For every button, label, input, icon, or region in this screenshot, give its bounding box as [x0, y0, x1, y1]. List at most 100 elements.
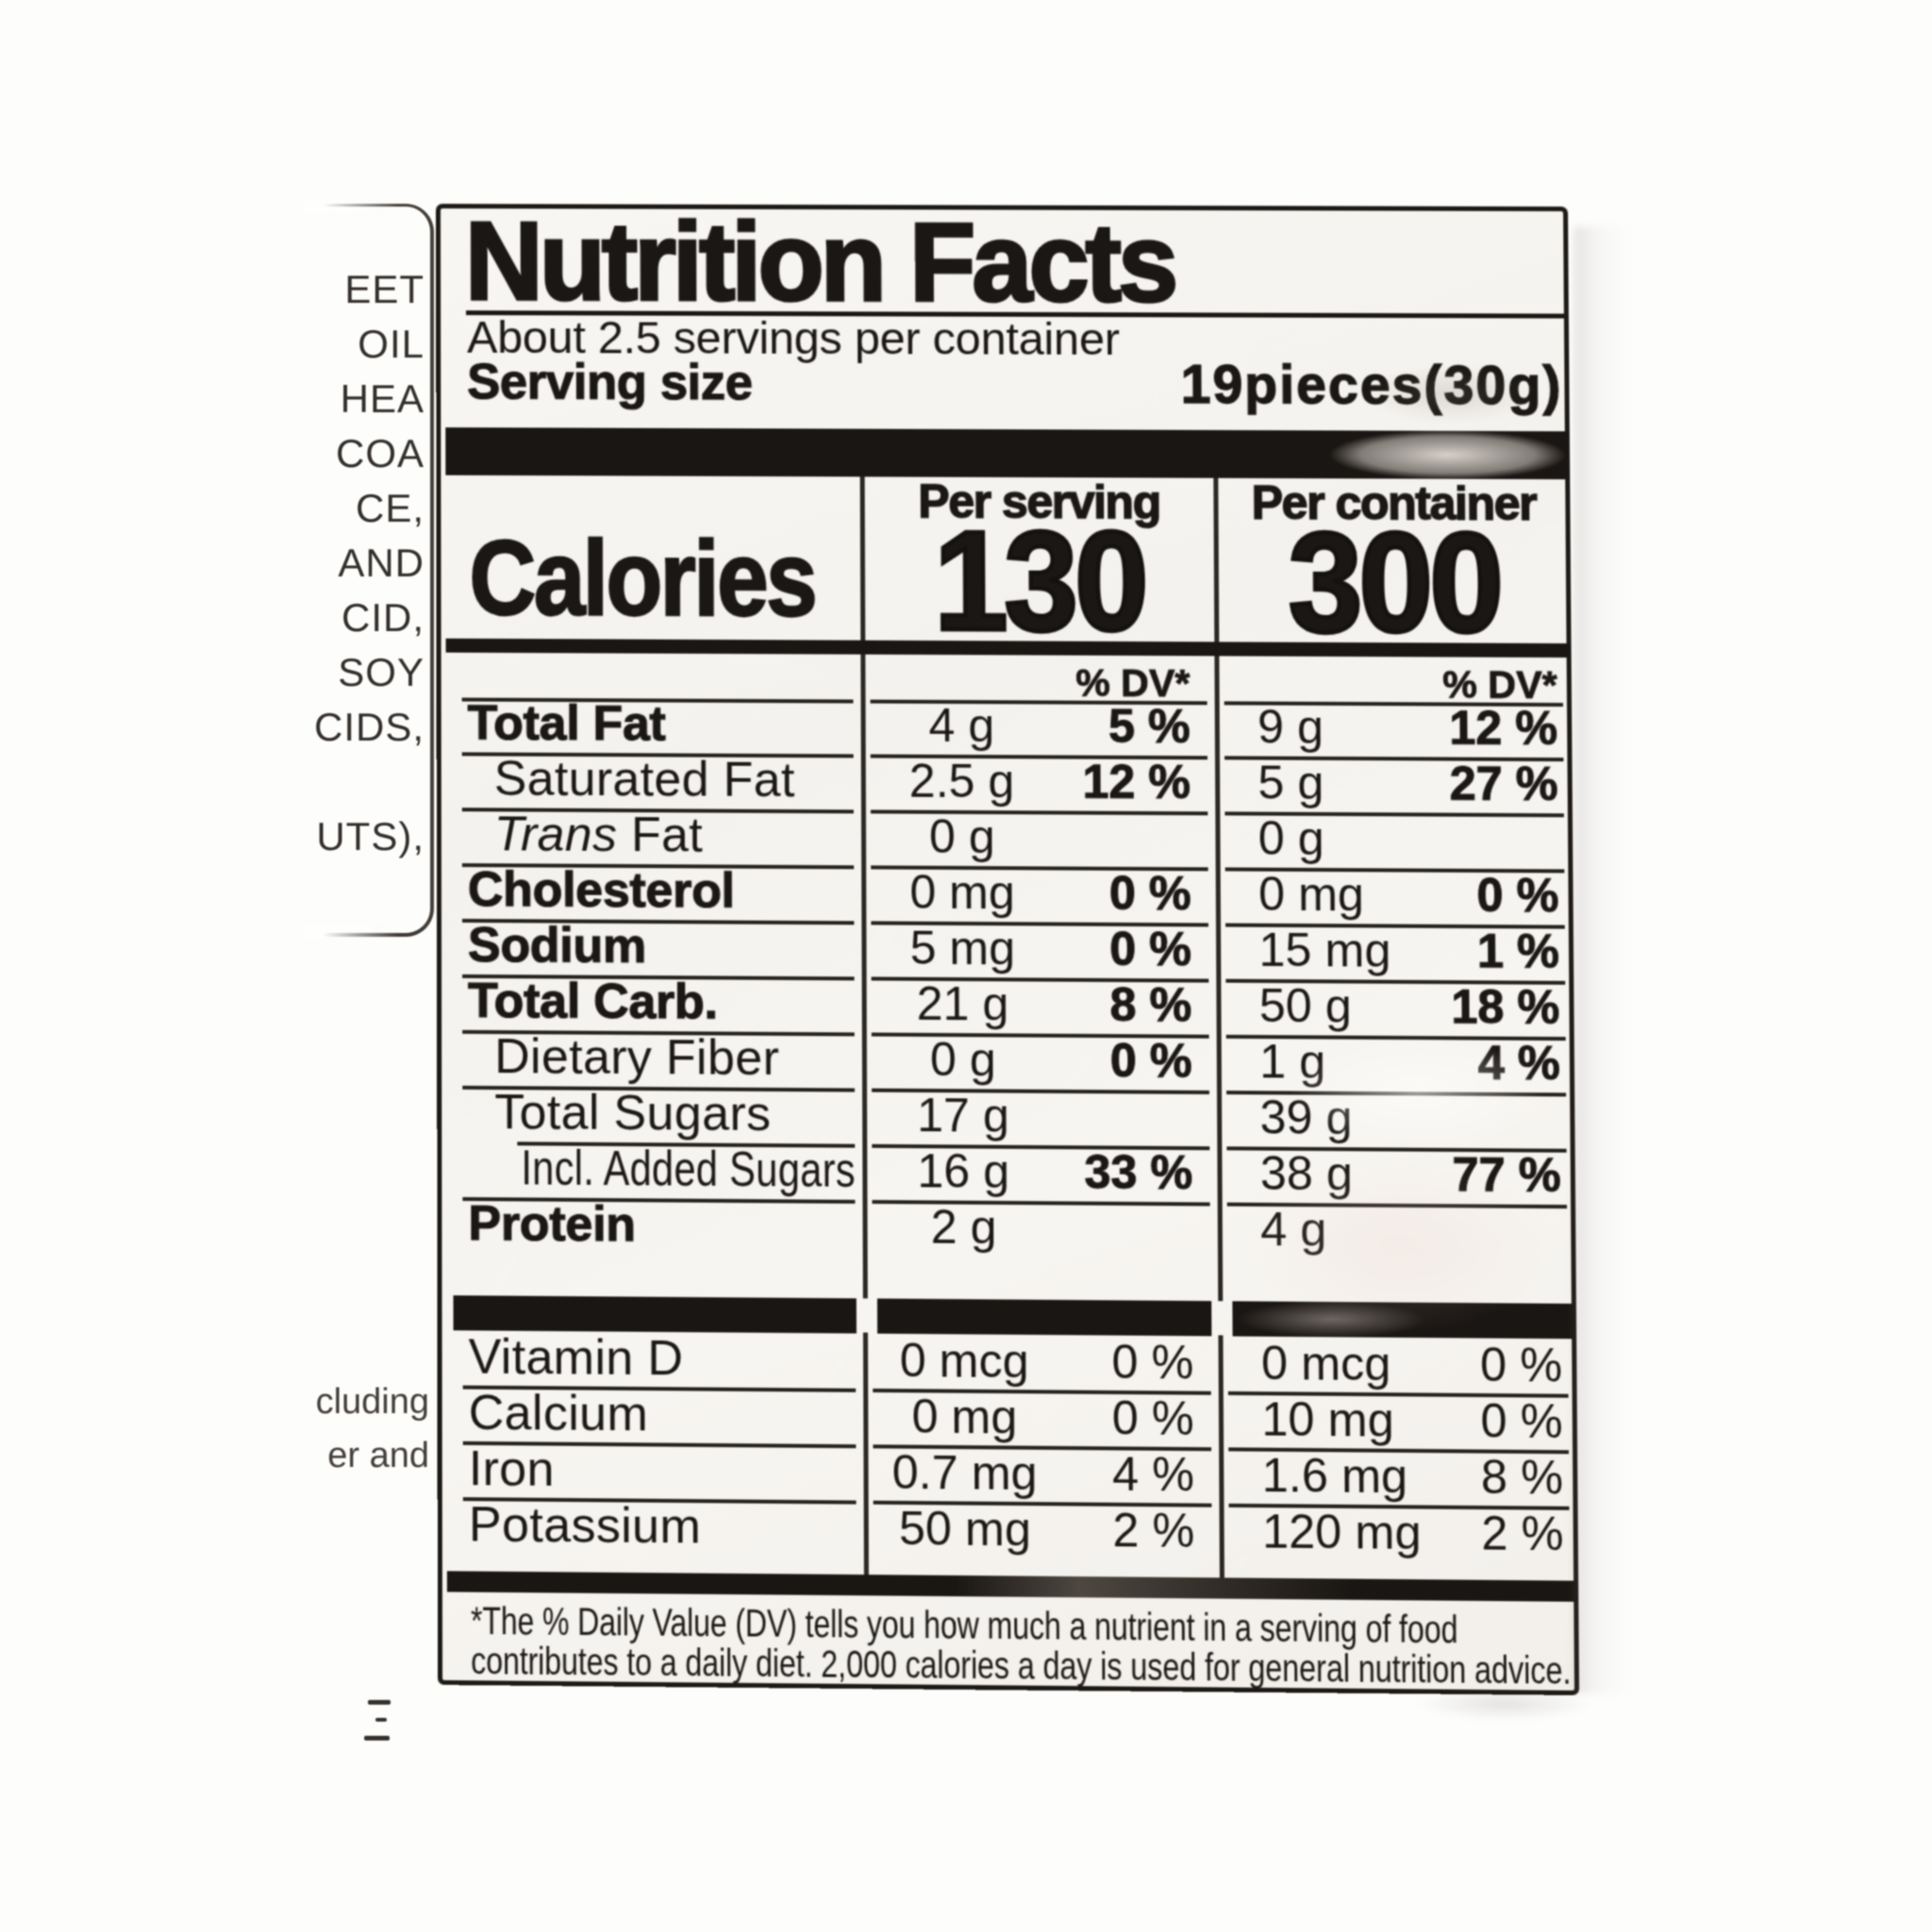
container-dv: 12 %: [1449, 701, 1558, 756]
container-dv: 0 %: [1476, 868, 1559, 923]
ingredient-fragment: SOY: [338, 650, 425, 694]
ingredient-fragment: AND: [338, 541, 425, 585]
serving-dv: 2 %: [1112, 1503, 1195, 1558]
serving-amount: 4 g: [928, 698, 995, 753]
nutrient-row-saturated-fat: Saturated Fat 2.5 g 12 % 5 g 27 %: [441, 751, 1577, 812]
calories-label: Calories: [468, 517, 816, 639]
serving-dv: [1058, 809, 1215, 866]
footnote-line2: contributes to a daily diet. 2,000 calor…: [471, 1639, 1572, 1692]
serving-dv: 5 %: [1108, 699, 1191, 754]
package-edge-shadow: [1574, 226, 1630, 1693]
serving-amount: 0 g: [929, 1032, 996, 1087]
package-text-fragments: cluding er and: [283, 1375, 429, 1483]
ingredient-fragment: CE,: [355, 486, 425, 530]
container-amount: 0 g: [1257, 811, 1324, 866]
footnote: *The % Daily Value (DV) tells you how mu…: [471, 1599, 1932, 1694]
calories-per-container: 300: [1286, 500, 1503, 664]
nutrient-label: Total Carb.: [467, 973, 718, 1030]
container-dv: 2 %: [1481, 1507, 1564, 1561]
package-text-fragment: er and: [327, 1436, 429, 1475]
border-fade-bottom: [304, 924, 398, 938]
package-corner-shadow: [1387, 1687, 1623, 1730]
container-amount: 15 mg: [1258, 923, 1391, 977]
ingredient-fragment: UTS),: [316, 814, 425, 858]
serving-dv: 8 %: [1109, 977, 1192, 1032]
nutrient-label-rest: Fat: [617, 808, 704, 863]
serving-dv: 4 %: [1112, 1447, 1195, 1502]
container-amount: 10 mg: [1261, 1392, 1394, 1447]
ingredient-fragment: COA: [335, 431, 425, 475]
nutrient-label: Trans Fat: [494, 807, 703, 863]
serving-amount: 16 g: [917, 1144, 1010, 1199]
nutrient-label: Incl. Added Sugars: [521, 1141, 856, 1198]
ingredient-fragment: [283, 755, 425, 809]
nutrient-label: Calcium: [468, 1385, 649, 1442]
serving-amount: 0 mg: [909, 865, 1015, 920]
container-amount: 5 g: [1257, 756, 1324, 809]
serving-dv: 0 %: [1108, 866, 1191, 921]
nutrition-facts-panel: Nutrition Facts About 2.5 servings per c…: [436, 199, 1594, 1696]
serving-dv: 0 %: [1111, 1335, 1194, 1390]
cutoff-text-mark: [375, 1718, 387, 1722]
serving-dv: 12 %: [1082, 755, 1191, 809]
ingredient-fragment: HEA: [340, 376, 425, 421]
serving-dv: 33 %: [1084, 1145, 1193, 1200]
nutrient-label: Total Fat: [467, 695, 666, 752]
ingredient-fragment: CID,: [341, 595, 425, 640]
serving-amount: 0 mg: [911, 1390, 1018, 1444]
serving-dv: [1059, 1200, 1218, 1257]
nutrient-row-total-fat: Total Fat 4 g 5 % 9 g 12 %: [441, 695, 1577, 757]
container-amount: 9 g: [1257, 700, 1324, 754]
footnote-rule: [446, 1571, 1579, 1602]
serving-amount: 0 g: [928, 809, 995, 864]
nutrient-label: Protein: [468, 1195, 637, 1253]
container-dv: 8 %: [1480, 1450, 1564, 1505]
container-dv: 1 %: [1476, 924, 1560, 979]
serving-dv: 0 %: [1111, 1391, 1194, 1446]
serving-size-label: Serving size: [467, 354, 754, 411]
serving-amount: 2 g: [930, 1200, 997, 1255]
nutrient-label: Dietary Fiber: [494, 1029, 780, 1087]
nutrient-label: Cholesterol: [467, 862, 735, 920]
cutoff-text-mark: [368, 1700, 391, 1705]
serving-dv: 0 %: [1109, 1034, 1192, 1089]
nutrient-label: Sodium: [467, 917, 646, 974]
nutrient-row-trans-fat: Trans Fat 0 g 0 g: [441, 807, 1578, 868]
serving-dv: 0 %: [1109, 922, 1192, 976]
vitamin-row-iron: Iron 0.7 mg 4 % 1.6 mg 8 %: [442, 1441, 1583, 1507]
ingredient-fragment: CIDS,: [313, 705, 425, 749]
ingredient-fragment: EET: [344, 267, 425, 311]
container-dv: [1382, 811, 1573, 868]
container-amount: 1.6 mg: [1261, 1448, 1408, 1504]
container-amount: 120 mg: [1261, 1505, 1422, 1560]
dv-header-serving: % DV*: [1075, 660, 1191, 706]
wrinkle-tint: [1222, 1143, 1576, 1346]
border-fade-top: [304, 200, 398, 213]
nutrient-label: Potassium: [468, 1497, 702, 1555]
nutrient-label: Vitamin D: [468, 1329, 684, 1387]
cutoff-text-mark: [364, 1736, 390, 1740]
nutrient-label: Total Sugars: [494, 1085, 772, 1142]
ingredients-fragments: EET OIL HEA COA CE, AND CID, SOY CIDS, U…: [283, 262, 425, 864]
nutrient-label: Saturated Fat: [493, 751, 795, 808]
serving-amount: 17 g: [917, 1088, 1010, 1142]
serving-amount: 2.5 g: [908, 754, 1015, 808]
vitamin-row-calcium: Calcium 0 mg 0 % 10 mg 0 %: [442, 1385, 1583, 1450]
nutrient-row-cholesterol: Cholesterol 0 mg 0 % 0 mg 0 %: [441, 862, 1578, 924]
serving-amount: 21 g: [916, 976, 1009, 1031]
serving-amount: 0 mcg: [899, 1333, 1029, 1389]
ingredient-fragment: OIL: [358, 322, 425, 366]
container-dv: 0 %: [1480, 1393, 1563, 1449]
container-amount: 0 mg: [1257, 867, 1365, 922]
container-dv: 27 %: [1449, 757, 1558, 811]
panel-title: Nutrition Facts: [463, 199, 1176, 327]
serving-amount: 50 mg: [898, 1501, 1032, 1557]
serving-amount: 0.7 mg: [891, 1445, 1038, 1501]
vitamin-row-potassium: Potassium 50 mg 2 % 120 mg 2 %: [442, 1497, 1583, 1563]
serving-amount: 5 mg: [909, 921, 1016, 975]
nutrient-label: Iron: [468, 1441, 555, 1497]
nutrient-row-sodium: Sodium 5 mg 0 % 15 mg 1 %: [441, 917, 1578, 980]
calories-per-serving: 130: [932, 498, 1148, 662]
nutrient-label-italic-part: Trans: [493, 807, 618, 862]
